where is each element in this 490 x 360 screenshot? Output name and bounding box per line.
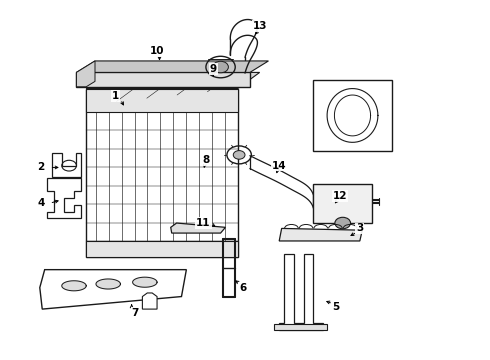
Polygon shape bbox=[314, 184, 372, 223]
Polygon shape bbox=[274, 324, 327, 329]
Polygon shape bbox=[76, 61, 95, 87]
Text: 11: 11 bbox=[196, 218, 211, 228]
Text: 8: 8 bbox=[202, 155, 210, 165]
Text: 1: 1 bbox=[112, 91, 119, 101]
Text: 7: 7 bbox=[131, 308, 139, 318]
Polygon shape bbox=[86, 72, 260, 89]
Polygon shape bbox=[76, 72, 250, 87]
Circle shape bbox=[213, 61, 228, 73]
Polygon shape bbox=[52, 153, 81, 177]
Polygon shape bbox=[96, 279, 121, 289]
Text: 4: 4 bbox=[37, 198, 45, 208]
Polygon shape bbox=[86, 89, 238, 112]
Polygon shape bbox=[86, 241, 238, 257]
Polygon shape bbox=[171, 223, 225, 233]
Text: 5: 5 bbox=[332, 302, 339, 312]
Polygon shape bbox=[47, 178, 81, 218]
Text: 13: 13 bbox=[252, 21, 267, 31]
Polygon shape bbox=[143, 293, 157, 309]
Text: 12: 12 bbox=[333, 191, 347, 201]
Text: 2: 2 bbox=[37, 162, 45, 172]
Text: 14: 14 bbox=[272, 161, 287, 171]
Polygon shape bbox=[62, 281, 86, 291]
Polygon shape bbox=[133, 277, 157, 287]
Circle shape bbox=[335, 217, 350, 229]
Circle shape bbox=[233, 150, 245, 159]
Polygon shape bbox=[314, 80, 392, 151]
Polygon shape bbox=[40, 270, 186, 309]
Polygon shape bbox=[76, 61, 269, 72]
Polygon shape bbox=[279, 253, 323, 329]
Text: 3: 3 bbox=[356, 224, 364, 233]
Polygon shape bbox=[86, 89, 238, 257]
Text: 9: 9 bbox=[210, 64, 217, 74]
Text: 6: 6 bbox=[239, 283, 246, 293]
Text: 10: 10 bbox=[150, 46, 164, 56]
Polygon shape bbox=[279, 228, 362, 241]
